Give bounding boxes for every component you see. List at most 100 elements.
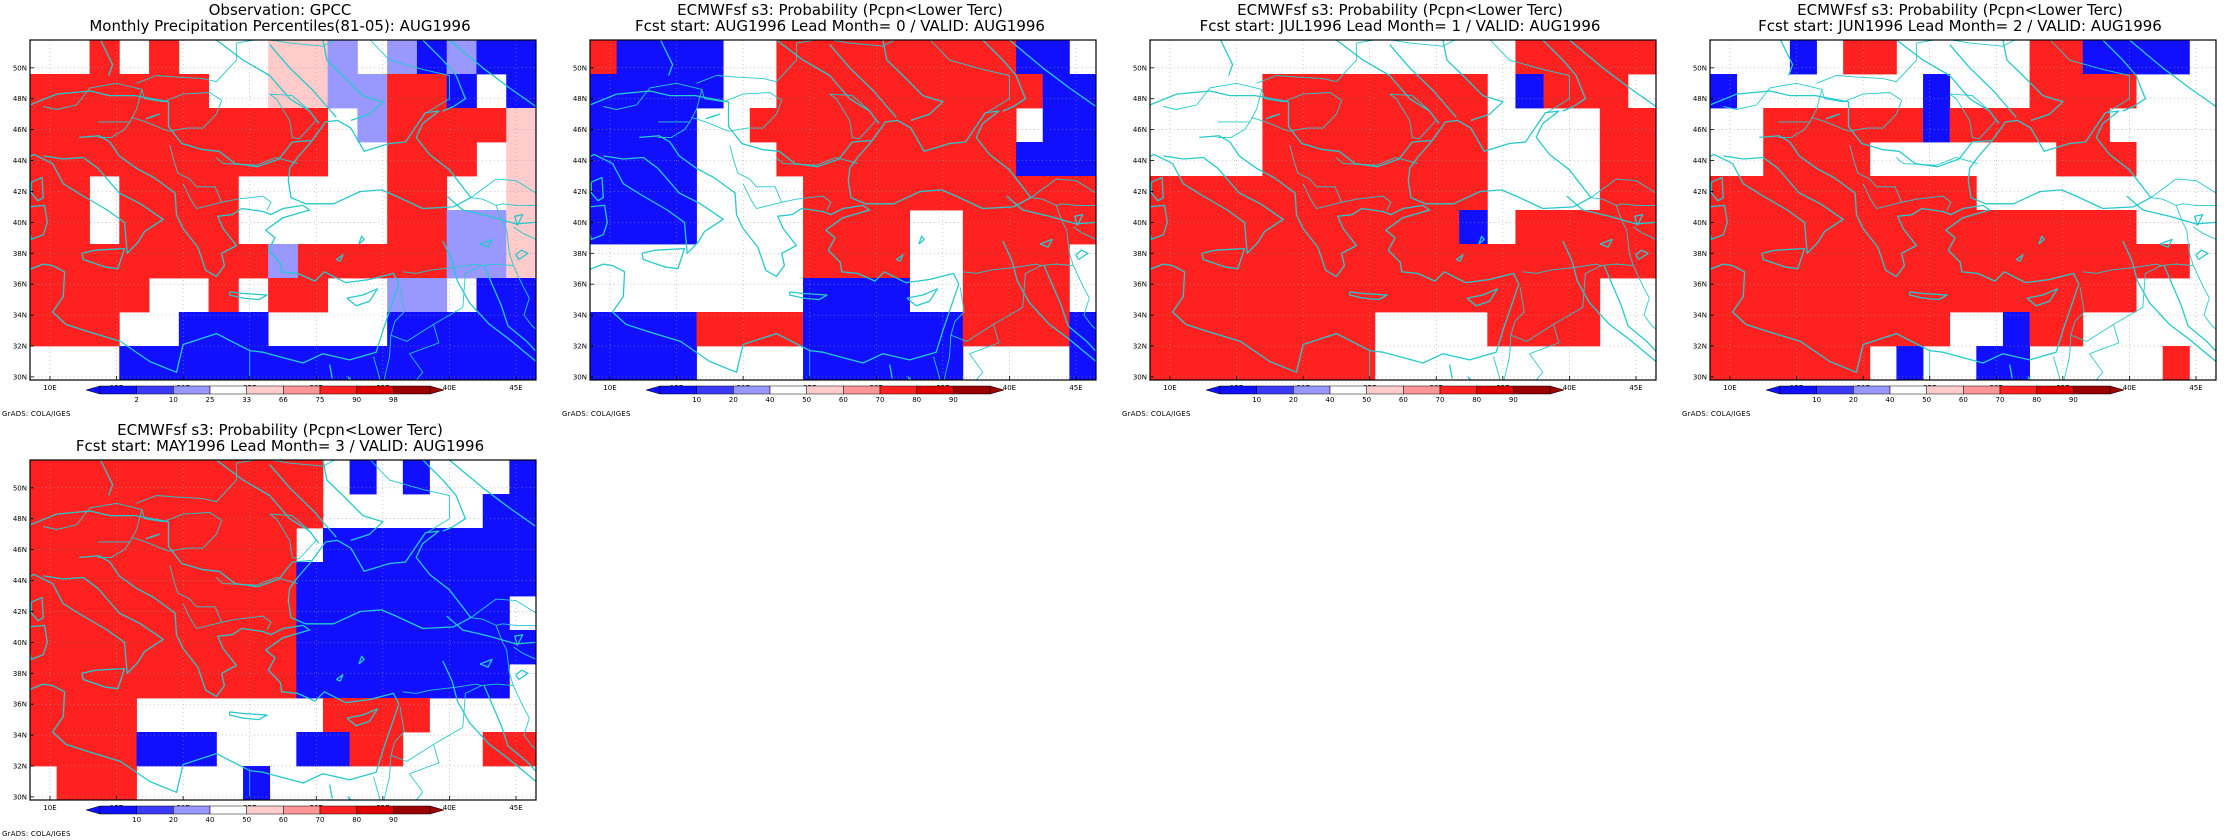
- grid-cell: [1431, 244, 1460, 279]
- grid-cell: [643, 40, 671, 75]
- country-border: [221, 195, 272, 211]
- grid-cell: [506, 108, 537, 143]
- coastline: [1150, 153, 1284, 254]
- lat-tick-label: 38N: [1133, 250, 1147, 258]
- grid-cell: [1543, 278, 1573, 313]
- grid-cell: [2109, 74, 2137, 109]
- grid-cell: [643, 312, 671, 347]
- colorbar-end-right: [429, 805, 445, 815]
- grid-cell: [669, 40, 697, 75]
- grid-cell: [56, 494, 84, 529]
- grid-cell: [803, 142, 831, 177]
- coastline: [30, 153, 164, 254]
- grid-cell: [1178, 244, 1207, 279]
- coastline: [287, 110, 472, 210]
- lat-tick-label: 40N: [1133, 219, 1147, 227]
- grid-cell: [243, 562, 271, 597]
- country-border: [1546, 98, 1570, 113]
- grid-cell: [178, 142, 209, 177]
- colorbar-tick-label: 50: [1922, 396, 1931, 404]
- grid-cell: [1346, 108, 1376, 143]
- grid-cell: [268, 40, 299, 75]
- coastline: [1710, 204, 1728, 241]
- grid-cell: [349, 460, 377, 495]
- grid-cell: [189, 528, 217, 563]
- country-border: [2088, 324, 2120, 380]
- grid-cell: [1599, 244, 1629, 279]
- grid-cell: [1431, 176, 1460, 211]
- country-border: [383, 755, 392, 800]
- grid-cell: [208, 176, 239, 211]
- grid-cell: [803, 244, 831, 279]
- grid-cell: [1869, 278, 1897, 313]
- lon-tick-label: 40E: [2123, 384, 2136, 392]
- grid-cell: [296, 494, 324, 529]
- grid-cell: [1543, 210, 1573, 245]
- grid-cell: [1816, 312, 1844, 347]
- grid-cell: [476, 210, 507, 245]
- colorbar-tick-label: 90: [352, 396, 361, 404]
- grid-cell: [238, 244, 269, 279]
- grid-cell: [1710, 346, 1738, 381]
- lat-tick-label: 48N: [1133, 95, 1147, 103]
- lat-tick-label: 38N: [1693, 250, 1707, 258]
- colorbar-swatch: [916, 385, 954, 395]
- coastline: [1562, 240, 1656, 363]
- grid-cell: [1789, 278, 1817, 313]
- grid-cell: [2056, 40, 2084, 75]
- grid-cell: [429, 528, 457, 563]
- grid-cell: [1042, 74, 1070, 109]
- grid-cell: [1976, 278, 2004, 313]
- grid-cell: [2109, 210, 2137, 245]
- colorbar-end-left: [1765, 385, 1781, 395]
- grid-cell: [387, 74, 418, 109]
- grid-cell: [506, 40, 537, 75]
- country-border: [696, 43, 797, 84]
- lat-tick-label: 50N: [573, 64, 587, 72]
- grid-cell: [2056, 210, 2084, 245]
- coastline: [1568, 40, 1656, 108]
- grid-cell: [456, 528, 484, 563]
- colorbar-swatch: [1403, 385, 1441, 395]
- coastline: [1349, 291, 1388, 301]
- coastline: [982, 40, 1027, 112]
- grid-cell: [669, 176, 697, 211]
- grid-cell: [909, 108, 937, 143]
- colorbar-tick-label: 20: [1289, 396, 1298, 404]
- grid-cell: [1763, 210, 1791, 245]
- grid-cell: [1571, 312, 1601, 347]
- country-border: [383, 335, 392, 380]
- colorbar-tick-label: 10: [1812, 396, 1821, 404]
- lat-tick-label: 50N: [13, 484, 27, 492]
- country-border: [2193, 226, 2216, 240]
- grid-cell: [1042, 142, 1070, 177]
- colorbar-swatch: [209, 385, 247, 395]
- grid-cell: [136, 664, 164, 699]
- grid-cell: [1403, 108, 1432, 143]
- grads-credit: GrADS: COLA/IGES: [2, 830, 71, 838]
- colorbar-end-left: [85, 805, 101, 815]
- grid-cell: [136, 460, 164, 495]
- grid-cell: [1710, 244, 1738, 279]
- grid-cell: [149, 40, 180, 75]
- grid-cell: [669, 108, 697, 143]
- grid-cell: [1459, 142, 1488, 177]
- lon-tick-label: 45E: [1069, 384, 1082, 392]
- colorbar-swatch: [1779, 385, 1817, 395]
- grid-cell: [1843, 176, 1871, 211]
- grid-cell: [616, 210, 644, 245]
- grid-cell: [30, 176, 61, 211]
- coastline: [1097, 114, 1120, 272]
- grid-cell: [56, 664, 84, 699]
- colorbar-swatch: [246, 805, 284, 815]
- country-border: [1510, 265, 1602, 342]
- grid-cell: [476, 40, 507, 75]
- colorbar-swatch: [1256, 385, 1294, 395]
- grid-cell: [2056, 278, 2084, 313]
- grid-cell: [829, 346, 857, 381]
- coastline: [1825, 113, 1840, 120]
- coastline: [479, 658, 493, 668]
- grid-cell: [1923, 176, 1951, 211]
- grid-cell: [2162, 346, 2190, 381]
- grid-cell: [696, 40, 724, 75]
